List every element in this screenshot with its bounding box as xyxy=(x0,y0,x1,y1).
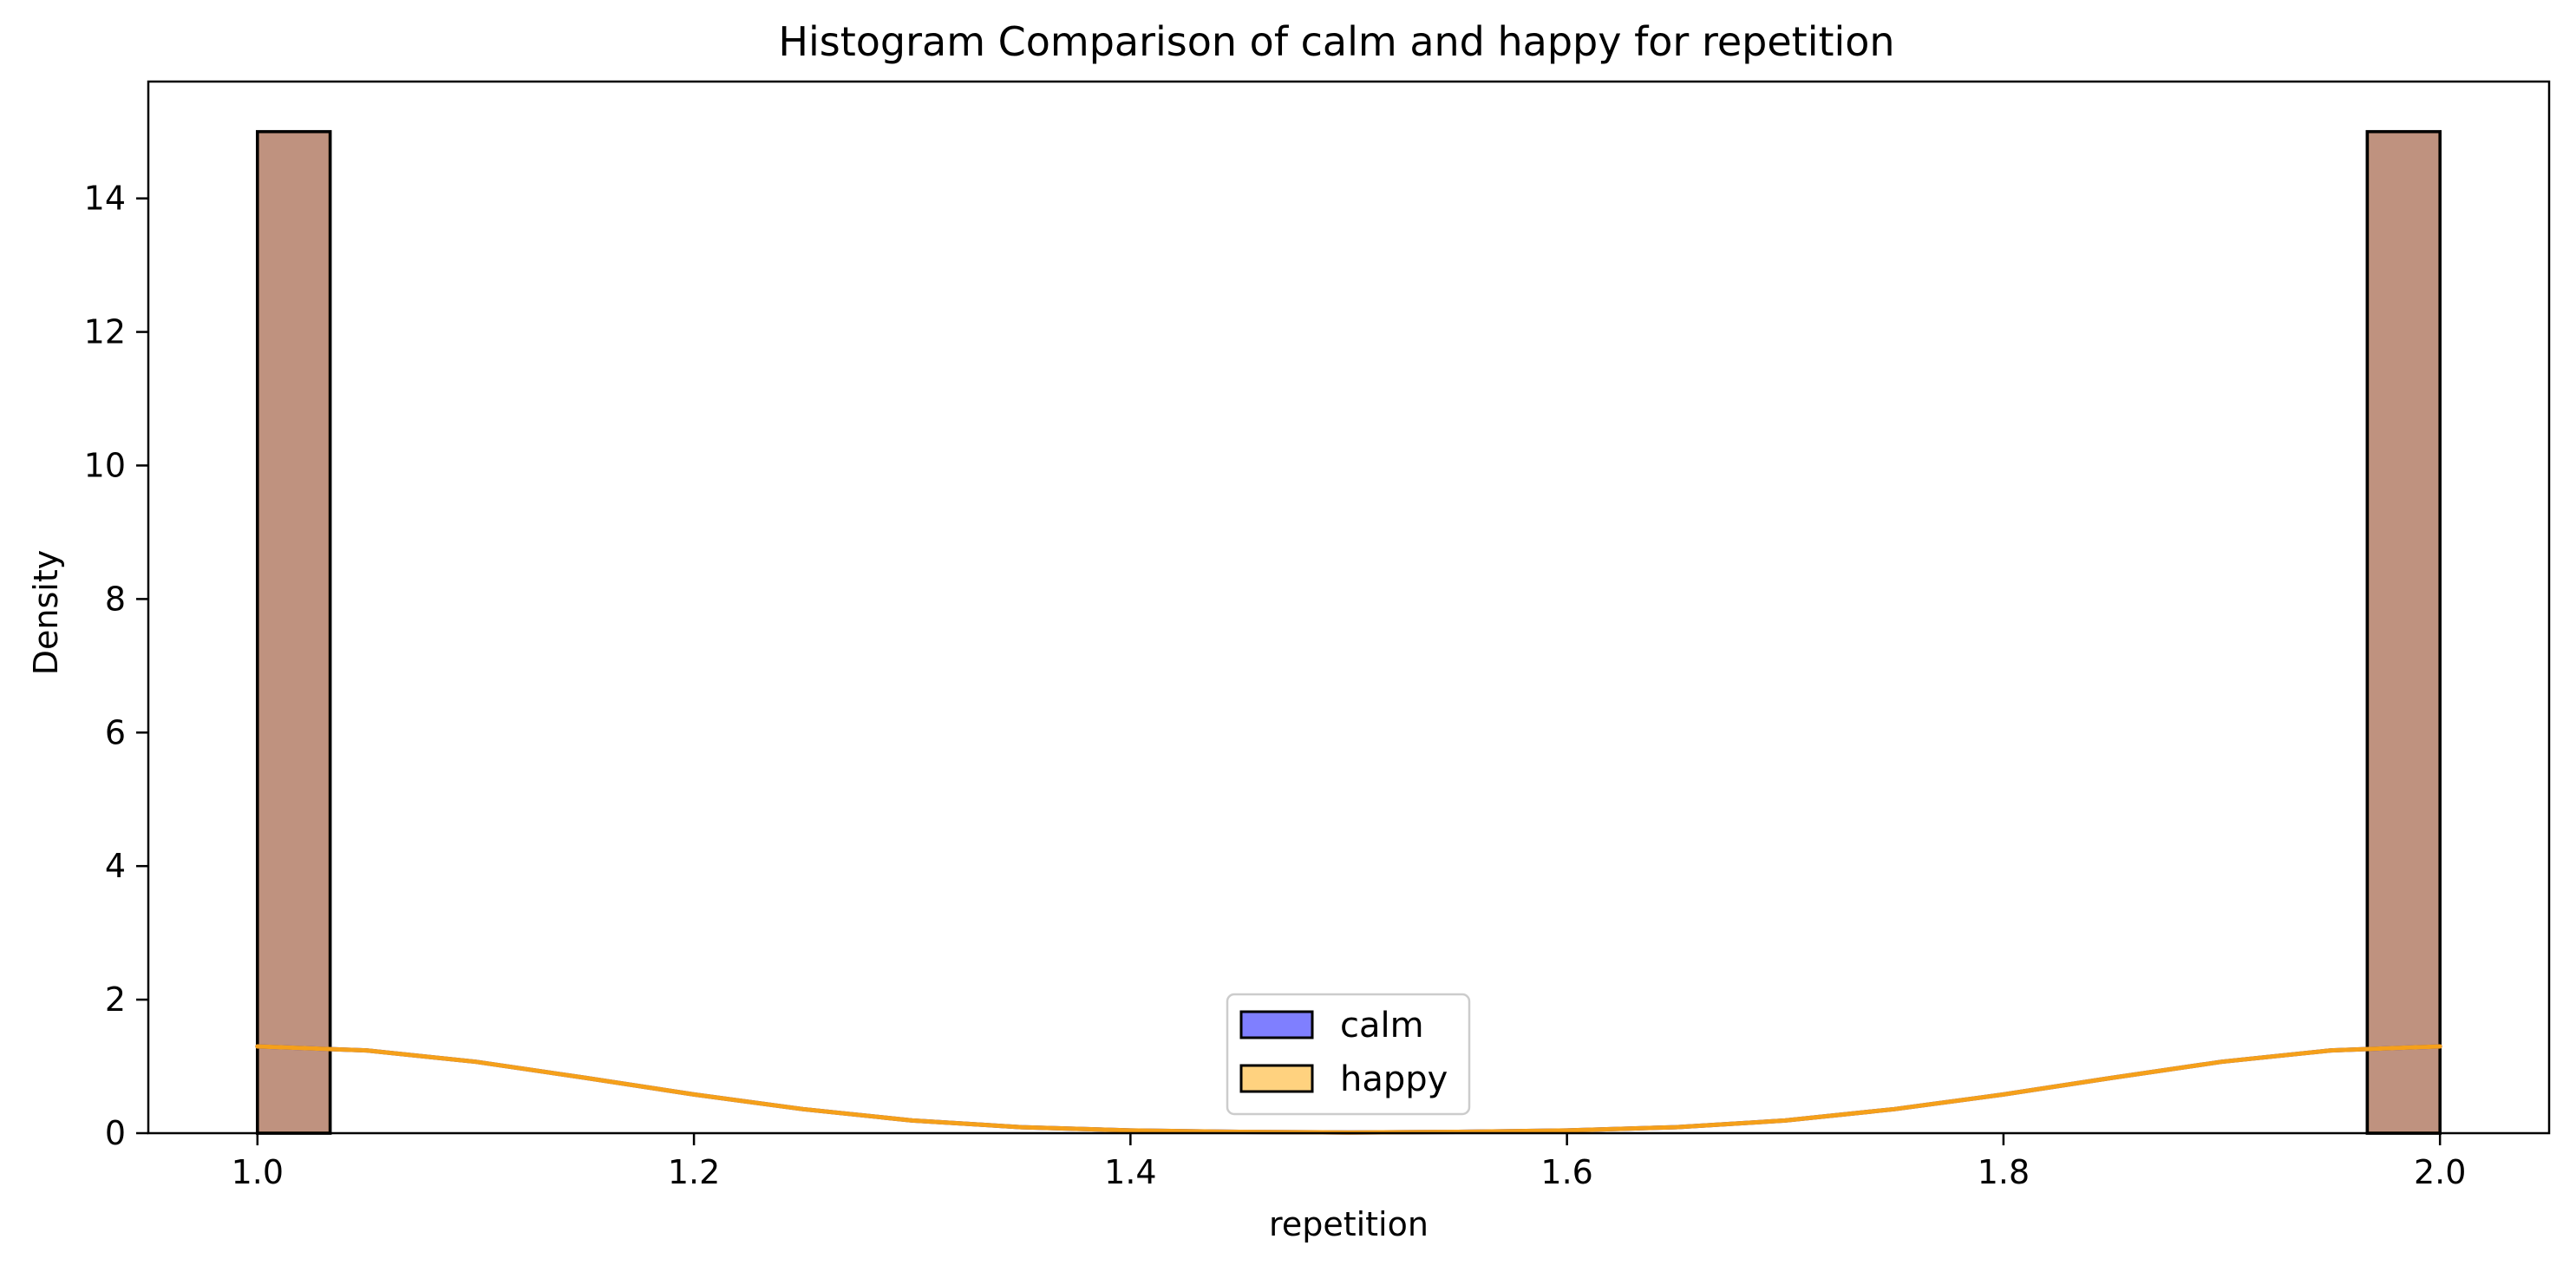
y-axis-label: Density xyxy=(27,550,65,675)
x-tick-label: 1.4 xyxy=(1104,1153,1156,1191)
plot-area xyxy=(147,80,2551,1135)
legend: calm happy xyxy=(1226,993,1471,1116)
legend-swatch-calm xyxy=(1239,1010,1314,1039)
y-tick-label: 4 xyxy=(105,847,126,885)
y-tick-label: 6 xyxy=(105,713,126,751)
y-tick-label: 2 xyxy=(105,980,126,1019)
legend-swatch-happy xyxy=(1239,1064,1314,1093)
axes-frame xyxy=(147,80,2551,1135)
histogram-bar-happy-1 xyxy=(2365,129,2442,1135)
x-tick-label: 1.8 xyxy=(1978,1153,2030,1191)
y-tick-label: 8 xyxy=(105,580,126,618)
y-tick-label: 10 xyxy=(84,446,126,484)
x-tick-label: 1.0 xyxy=(232,1153,284,1191)
legend-label-calm: calm xyxy=(1340,1006,1424,1046)
x-tick-label: 2.0 xyxy=(2414,1153,2466,1191)
x-axis-ticks: 1.0 1.2 1.4 1.6 1.8 2.0 xyxy=(232,1133,2466,1191)
y-tick-label: 0 xyxy=(105,1114,126,1152)
x-tick-label: 1.2 xyxy=(668,1153,720,1191)
series-happy-bars xyxy=(256,129,2442,1135)
x-axis-label: repetition xyxy=(1269,1205,1429,1243)
histogram-bar-happy-0 xyxy=(256,129,332,1135)
plot-background xyxy=(148,82,2549,1133)
y-tick-label: 12 xyxy=(84,313,126,351)
x-tick-label: 1.6 xyxy=(1540,1153,1592,1191)
y-axis-ticks: 0 2 4 6 8 10 12 14 xyxy=(84,180,148,1152)
y-tick-label: 14 xyxy=(84,180,126,218)
chart-title: Histogram Comparison of calm and happy f… xyxy=(778,18,1894,65)
legend-label-happy: happy xyxy=(1340,1059,1448,1099)
